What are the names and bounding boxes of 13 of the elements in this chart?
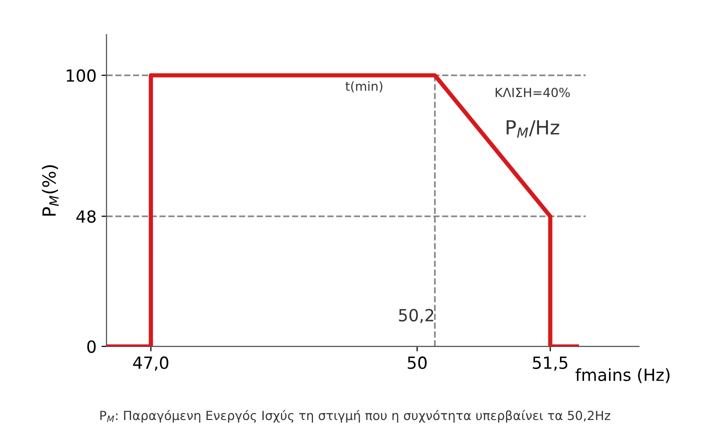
x-tick-label: 50 [408,356,427,370]
x-axis-title: fmains (Hz) [576,368,670,384]
y-tick-label: 0 [87,340,96,353]
x-tick-label: 47,0 [133,356,168,371]
x-tick-label: 51,5 [532,356,568,371]
text: P$_{M}$: Παραγόμενη Ενεργός Ισχύς τη στιγμή που η συχνότητα υπερβαίνει τα 50,2Hz [100,410,610,423]
y-axis-title: P$_{M}$(%) [42,165,59,216]
annotation: ΚΛΙΣΗ=40% [496,88,570,98]
annotation: P$_{M}$/Hz [506,120,560,138]
annotation: t(min) [346,81,382,92]
y-tick-label: 48 [76,210,96,223]
ref-line-label: 50,2 [399,308,434,324]
y-tick-label: 100 [66,69,96,82]
